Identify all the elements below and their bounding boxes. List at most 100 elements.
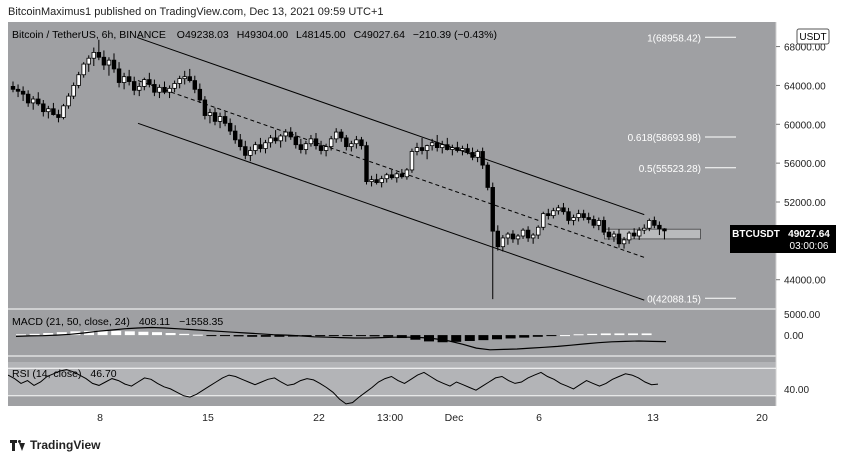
macd-histogram-bar: [233, 335, 244, 337]
candle-down: [662, 228, 667, 232]
candle-down: [465, 148, 470, 153]
candle-up: [167, 87, 172, 93]
symbol-label: BTCUSDT: [732, 229, 780, 240]
candle-up: [530, 234, 536, 239]
macd-histogram-bar: [274, 335, 285, 337]
candle-up: [81, 63, 86, 76]
candle-down: [197, 88, 203, 101]
macd-histogram-bar: [138, 331, 149, 336]
candle-up: [647, 220, 652, 229]
candle-up: [121, 76, 127, 83]
candle-down: [359, 139, 364, 147]
candle-up: [379, 178, 384, 183]
macd-histogram-bar: [328, 335, 339, 337]
footer-brand: TradingView: [30, 438, 101, 452]
candle-down: [96, 51, 102, 58]
candle-down: [480, 151, 485, 166]
macd-histogram-bar: [478, 335, 489, 341]
tradingview-logo-icon: [10, 439, 26, 451]
candle-down: [434, 142, 440, 149]
candle-down: [15, 88, 21, 92]
chart-legend: Bitcoin / TetherUS, 6h, BINANCE O49238.0…: [12, 29, 497, 41]
candle-down: [25, 93, 31, 104]
candle-down: [344, 137, 349, 148]
candle-down: [56, 114, 61, 118]
candle-down: [313, 138, 319, 147]
candle-up: [349, 143, 354, 148]
candle-up: [172, 83, 177, 89]
ohlc-high-label: H: [237, 29, 245, 41]
ohlc-low: 48145.00: [302, 29, 346, 41]
candle-down: [147, 79, 152, 85]
macd-histogram-bar: [43, 333, 54, 336]
macd-histogram-bar: [614, 333, 625, 336]
candle-up: [536, 226, 541, 236]
macd-histogram-bar: [532, 335, 543, 337]
candle-up: [142, 79, 147, 87]
candle-down: [212, 112, 218, 122]
macd-indicator: 5000.00 0.00: [15, 310, 821, 351]
candle-up: [571, 217, 576, 221]
time-axis[interactable]: 8 15 22 13:00 Dec 6 13 20: [97, 412, 768, 424]
candle-down: [591, 219, 596, 226]
candle-up: [76, 74, 81, 86]
candle-up: [475, 151, 480, 158]
candle-up: [626, 232, 632, 241]
currency-badge[interactable]: [796, 28, 830, 45]
macd-histogram-bar: [342, 335, 353, 337]
candle-down: [566, 211, 571, 221]
candlestick-series: [10, 39, 667, 300]
fib-level-label: 0.5(55523.28): [639, 164, 701, 175]
candle-down: [631, 232, 637, 237]
candle-up: [217, 116, 223, 122]
channel-lower-line: [137, 122, 645, 301]
time-tick-label: 15: [202, 412, 214, 424]
candle-up: [303, 143, 309, 150]
candle-up: [596, 220, 601, 226]
macd-histogram-bar: [247, 335, 258, 337]
candle-up: [440, 144, 445, 149]
candle-up: [414, 147, 420, 152]
publish-line: BitcoinMaximus1 published on TradingView…: [8, 6, 384, 18]
macd-histogram-bar: [560, 335, 570, 337]
macd-histogram-bar: [369, 335, 380, 337]
candle-down: [581, 213, 586, 218]
price-tick-label: 44000.00: [784, 276, 826, 287]
macd-histogram-bar: [451, 335, 462, 342]
macd-tick-label: 5000.00: [784, 310, 821, 321]
macd-histogram-bar: [315, 335, 326, 337]
macd-histogram-bar: [573, 334, 584, 336]
candle-up: [621, 239, 627, 245]
time-tick-label: 13:00: [377, 412, 403, 424]
macd-tick-label: 0.00: [784, 331, 804, 342]
candle-up: [283, 131, 288, 137]
candle-down: [162, 86, 167, 93]
macd-value-2: −1558.35: [179, 316, 223, 328]
candle-up: [157, 86, 162, 93]
macd-histogram-bar: [29, 333, 40, 336]
macd-histogram-bar: [383, 335, 394, 337]
candle-up: [182, 76, 187, 80]
candle-up: [637, 229, 642, 237]
macd-histogram-bar: [628, 333, 638, 336]
candle-down: [232, 130, 238, 141]
candle-up: [263, 142, 268, 149]
candle-down: [51, 108, 56, 115]
candle-down: [364, 145, 369, 182]
ohlc-close: 49027.64: [361, 29, 405, 41]
ohlc-close-label: C: [354, 29, 362, 41]
ohlc-low-label: L: [296, 29, 302, 41]
candle-up: [500, 237, 506, 248]
ohlc-open-label: O: [177, 29, 185, 41]
chart-svg[interactable]: 1(68958.42) 0.618(58693.98) 0.5(55523.28) 0…: [7, 22, 838, 432]
candle-down: [485, 164, 490, 188]
candle-down: [389, 174, 394, 179]
candle-up: [30, 98, 36, 104]
tradingview-chart[interactable]: 1(68958.42) 0.618(58693.98) 0.5(55523.28) 0…: [7, 22, 838, 432]
candle-down: [258, 144, 263, 149]
macd-histogram-bar: [152, 332, 162, 336]
ohlc-open: 49238.03: [185, 29, 229, 41]
ohlc-change: −210.39 (−0.43%): [413, 29, 497, 41]
candle-up: [460, 148, 465, 151]
candle-up: [384, 174, 389, 180]
